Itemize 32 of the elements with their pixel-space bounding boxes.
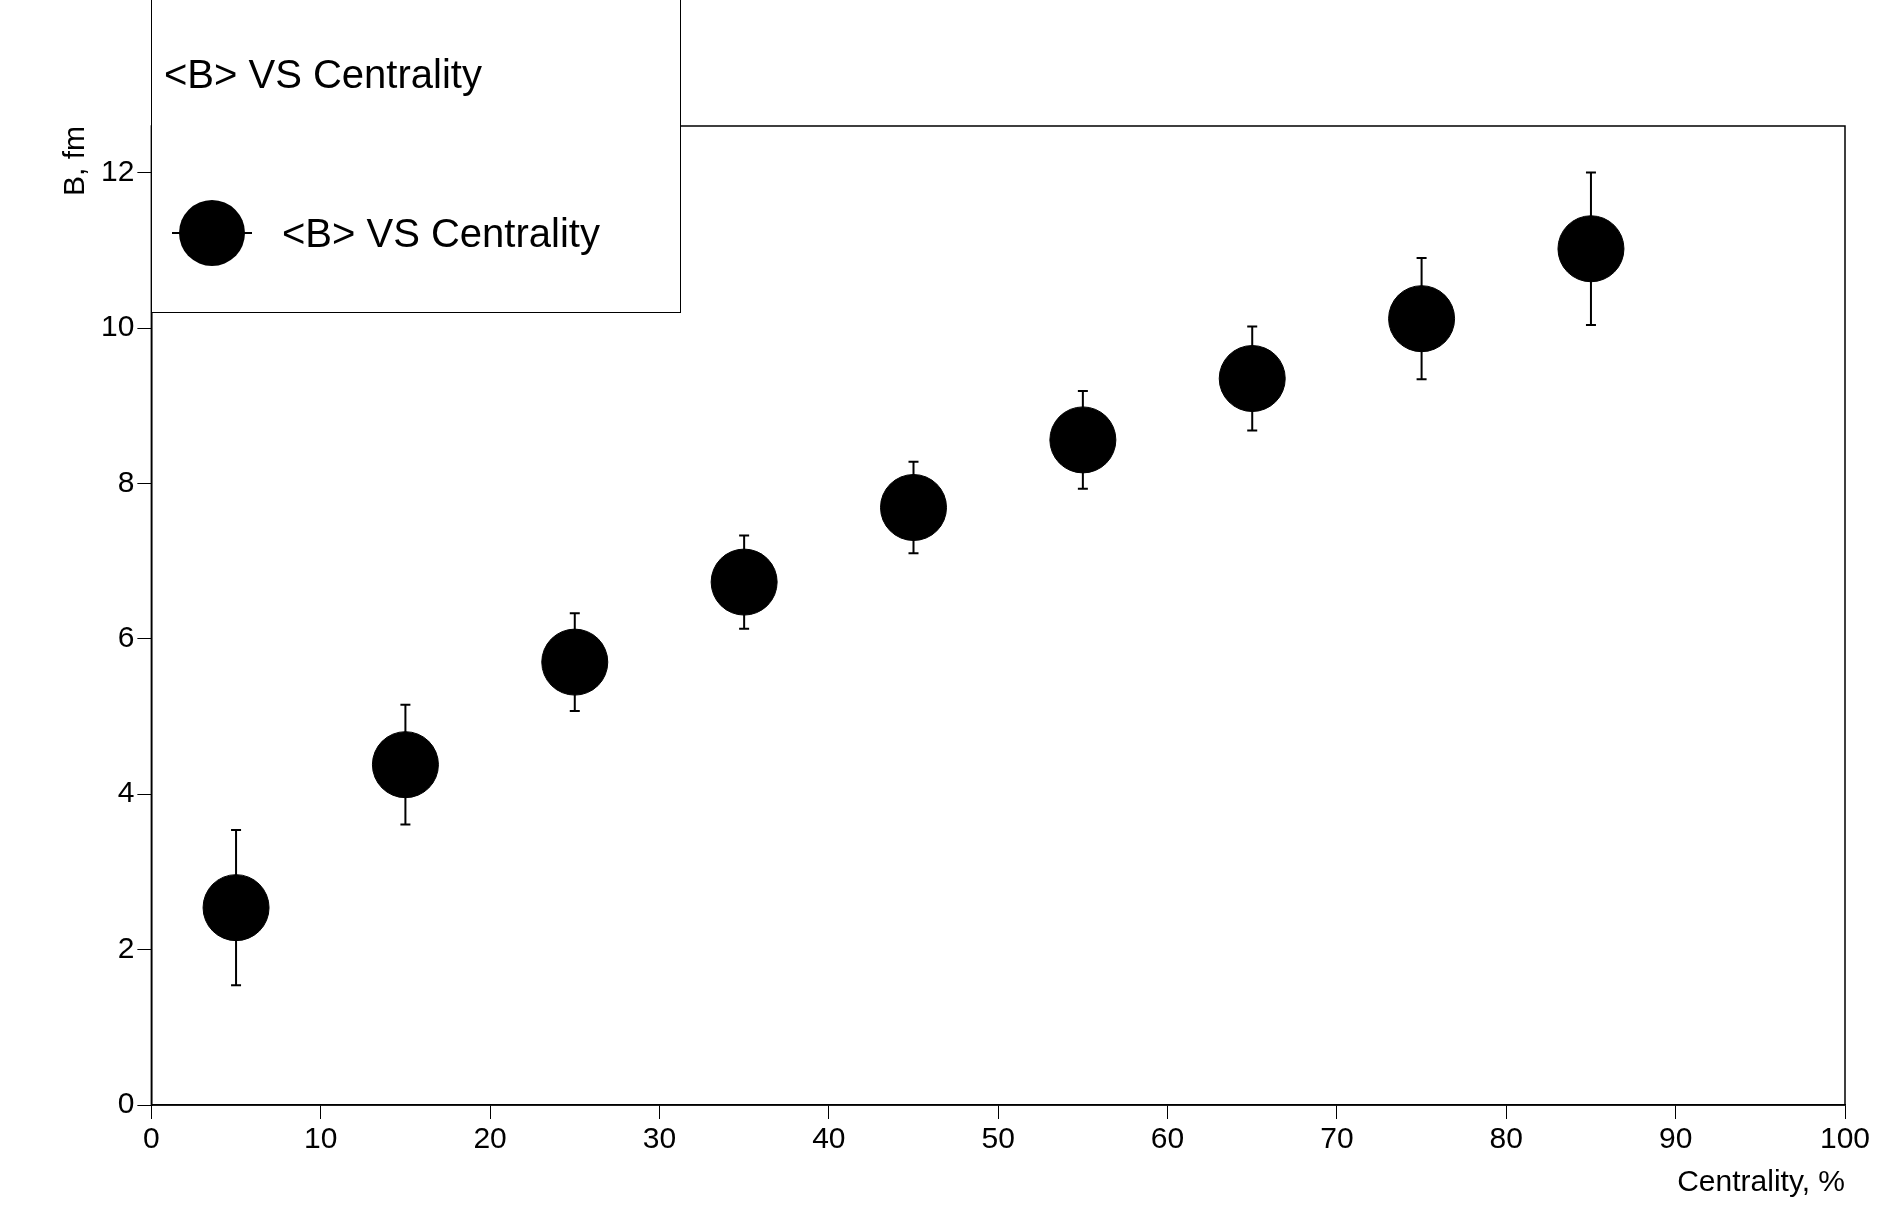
point [1218, 345, 1286, 413]
chart-title: <B> VS Centrality [164, 52, 482, 97]
y-tick-label: 2 [117, 930, 135, 964]
point [710, 548, 778, 616]
point [371, 731, 439, 799]
point [880, 474, 947, 541]
x-tick-label: 0 [143, 1121, 160, 1155]
x-tick-label: 90 [1658, 1121, 1693, 1155]
x-tick-label: 70 [1320, 1121, 1354, 1155]
point [1557, 215, 1625, 283]
legend-label: <B> VS Centrality [282, 210, 600, 256]
y-tick-label: 12 [100, 153, 135, 187]
y-tick-label: 8 [117, 464, 135, 498]
x-tick-label: 10 [304, 1121, 338, 1155]
x-axis-title: Centrality, % [1677, 1164, 1845, 1198]
x-tick-label: 40 [812, 1121, 846, 1155]
x-tick-label: 60 [1150, 1121, 1185, 1155]
y-tick-label: 10 [100, 309, 135, 343]
point [1049, 406, 1117, 474]
x-tick-label: 100 [1819, 1121, 1871, 1155]
x-tick-label: 20 [473, 1121, 507, 1155]
x-tick-label: 50 [981, 1121, 1015, 1155]
legend-frame: <B> VS Centrality <B> VS Centrality [151, 0, 681, 313]
x-tick-label: 30 [642, 1121, 677, 1155]
y-tick-label: 6 [117, 620, 135, 654]
point [541, 628, 609, 696]
y-tick-label: 0 [117, 1086, 135, 1120]
y-axis-title: B, fm [57, 126, 91, 197]
point [202, 874, 270, 942]
point [1388, 285, 1456, 353]
x-tick-label: 80 [1489, 1121, 1523, 1155]
y-tick-label: 4 [117, 775, 135, 809]
